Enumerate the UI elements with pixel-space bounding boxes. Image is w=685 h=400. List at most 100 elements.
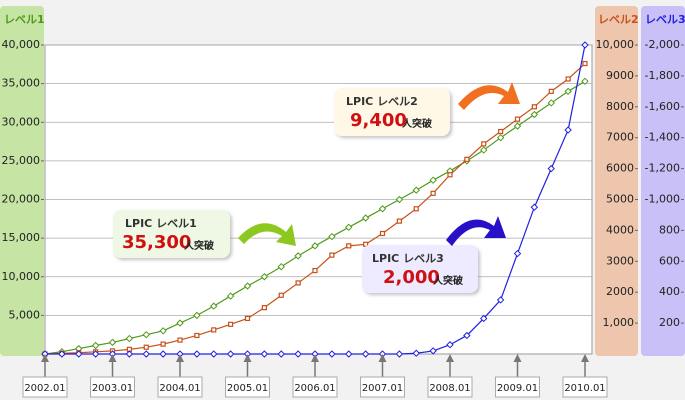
callout-arrow	[446, 216, 506, 246]
x-tick-box	[90, 376, 135, 398]
point	[159, 350, 167, 358]
point	[210, 350, 218, 358]
point	[429, 347, 437, 355]
callout-box	[113, 210, 230, 258]
point	[496, 296, 505, 304]
point	[498, 128, 504, 135]
point	[581, 77, 589, 86]
callout-count: 9,400	[350, 110, 407, 131]
point	[75, 350, 83, 358]
y-tick-label: 35,000	[2, 77, 41, 90]
y3-tick-label: -1,800	[645, 69, 680, 82]
y-tick-label: 25,000	[2, 154, 41, 167]
x-tick-arrowhead	[581, 354, 589, 362]
callout-box	[334, 88, 450, 136]
point	[125, 334, 134, 343]
point	[446, 341, 454, 349]
x-tick-label: 2006.01	[294, 383, 335, 394]
point	[480, 314, 488, 323]
point	[243, 282, 252, 290]
point	[261, 305, 267, 311]
point	[513, 122, 522, 130]
point	[447, 172, 453, 178]
point	[582, 60, 588, 67]
point	[311, 242, 319, 250]
y2-tick-label: 4000	[606, 223, 634, 236]
point	[481, 141, 487, 147]
point	[91, 341, 100, 350]
point	[143, 344, 149, 350]
callout-2: LPIC レベル2 9,400 人突破	[334, 82, 520, 136]
x-tick-arrowhead	[311, 354, 319, 362]
callout-arrow	[238, 223, 296, 246]
x-tick-arrowhead	[446, 354, 454, 362]
point	[531, 104, 537, 110]
point	[211, 327, 217, 333]
y3-tick-label: -1,400	[645, 131, 680, 144]
point	[277, 262, 285, 271]
point	[210, 302, 218, 310]
x-tick-arrowhead	[176, 354, 184, 362]
y2-tick-label: 9000	[606, 69, 634, 82]
point	[530, 203, 539, 211]
point	[295, 280, 301, 286]
point	[547, 164, 555, 173]
point	[142, 330, 150, 339]
x-tick-label: 2009.01	[497, 383, 538, 394]
callout-title: LPIC レベル2	[346, 95, 418, 108]
x-axis: 2002.01 2003.01 2004.01 2005.01 2006.01 2007.…	[22, 354, 608, 398]
x-tick-label: 2008.01	[429, 383, 470, 394]
point	[346, 243, 352, 249]
point	[413, 206, 419, 212]
x-tick-arrowhead	[41, 354, 49, 362]
point	[361, 214, 370, 222]
y2-tick-label: 2000	[606, 285, 634, 298]
point	[513, 249, 522, 258]
x-tick-box	[22, 376, 68, 398]
callout-count: 35,300	[122, 232, 191, 253]
point	[228, 321, 234, 327]
point	[193, 311, 201, 320]
x-tick-label: 2010.01	[564, 383, 605, 394]
point	[463, 331, 471, 340]
y3-tick-label: 600	[659, 254, 680, 267]
point	[125, 350, 134, 358]
point	[412, 349, 420, 357]
point	[328, 232, 336, 241]
point	[429, 176, 437, 184]
y-tick-label: 10,000	[2, 270, 41, 283]
point	[480, 146, 488, 154]
y-tick-label: 40,000	[2, 38, 41, 51]
point	[412, 186, 420, 194]
callout-title: LPIC レベル1	[125, 217, 197, 230]
y2-axis-panel	[595, 6, 638, 356]
point	[244, 315, 251, 322]
point	[294, 252, 302, 260]
point	[430, 190, 436, 196]
x-tick-box	[495, 376, 540, 398]
callout-suffix: 人突破	[433, 274, 463, 287]
point	[565, 76, 571, 82]
point	[260, 350, 269, 358]
y2-tick-label: 10,000	[596, 38, 635, 51]
point	[226, 292, 235, 300]
point	[547, 99, 555, 107]
point	[328, 350, 336, 358]
plot	[41, 41, 589, 358]
x-tick-box	[562, 376, 608, 398]
y3-tick-label: 400	[659, 285, 680, 298]
point	[277, 350, 285, 358]
point	[548, 88, 554, 94]
x-tick-label: 2007.01	[362, 383, 403, 394]
point	[361, 350, 370, 358]
point	[564, 87, 572, 96]
callout-suffix: 人突破	[402, 117, 432, 130]
point	[464, 156, 470, 162]
y3-tick-label: 800	[659, 223, 680, 236]
callout-suffix: 人突破	[184, 239, 214, 252]
x-tick-box	[292, 376, 338, 398]
y3-tick-label: -1,600	[645, 100, 680, 113]
point	[496, 133, 505, 142]
point	[142, 350, 150, 358]
point	[345, 350, 353, 358]
